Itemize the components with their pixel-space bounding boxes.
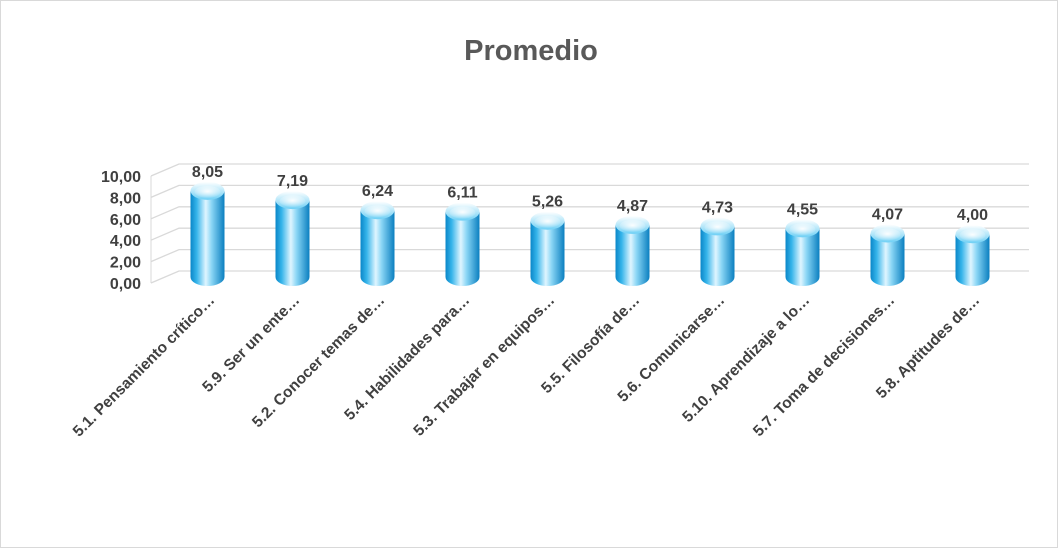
data-labels: 8,05 7,19 6,24 6,11 5,26 4,87 4,73 4,55 4,07 4,00 (192, 164, 988, 224)
y-tick-label: 0,00 (110, 276, 141, 293)
gridline (150, 206, 1029, 220)
bar-body (445, 211, 480, 286)
y-tick-label: 10,00 (101, 169, 141, 186)
bar (870, 224, 905, 286)
bar-cap-shine (959, 229, 986, 242)
data-label: 5,26 (532, 194, 563, 211)
gridline (150, 248, 1029, 263)
category-label: 5.3. Trabajar en equipos… (410, 292, 558, 440)
bar-body (190, 190, 225, 286)
data-label: 6,24 (362, 183, 393, 200)
bar (190, 181, 225, 286)
data-label: 7,19 (277, 173, 308, 190)
bar-body (530, 220, 565, 286)
bar (785, 219, 820, 286)
y-tick-label: 6,00 (110, 212, 141, 229)
bar-cap-shine (194, 185, 221, 198)
data-label: 4,07 (872, 206, 903, 223)
bar (275, 191, 310, 286)
bar-cap-shine (449, 206, 476, 219)
bar (360, 201, 395, 286)
bar (615, 215, 650, 286)
bar-body (700, 226, 735, 286)
data-label: 6,11 (447, 185, 477, 202)
data-label: 4,73 (702, 199, 733, 216)
gridline (150, 270, 1029, 284)
bar-body (275, 200, 310, 286)
y-tick-label: 4,00 (110, 233, 141, 250)
category-label: 5.7. Toma de decisiones… (750, 292, 898, 440)
bar-cap-shine (534, 215, 561, 228)
data-label: 4,87 (617, 198, 648, 215)
chart-title: Promedio (464, 35, 598, 67)
bar-cap-shine (789, 223, 816, 236)
bar-cap-shine (874, 228, 901, 241)
bar (700, 217, 735, 286)
y-tick-label: 8,00 (110, 190, 141, 207)
gridline (150, 163, 1029, 177)
gridline (150, 184, 1029, 198)
gridline (150, 227, 1029, 241)
bars (190, 181, 990, 286)
bar-cap-shine (279, 195, 306, 208)
bar-cap-shine (619, 219, 646, 232)
bar (955, 225, 990, 286)
data-label: 8,05 (192, 164, 223, 181)
data-label: 4,00 (957, 207, 988, 224)
bar-body (615, 224, 650, 286)
bar (530, 211, 565, 286)
y-tick-label: 2,00 (110, 255, 141, 272)
gridlines (150, 163, 1029, 284)
bar (445, 202, 480, 286)
category-labels: 5.1. Pensamiento crítico…5.9. Ser un ent… (70, 292, 983, 440)
bar-cap-shine (704, 221, 731, 234)
bar-body (955, 234, 990, 286)
bar-cap-shine (364, 205, 391, 218)
bar-body (360, 210, 395, 286)
category-label: 5.1. Pensamiento crítico… (70, 292, 218, 440)
y-axis-ticks: 0,00 2,00 4,00 6,00 8,00 10,00 (101, 169, 141, 293)
bar-body (870, 233, 905, 286)
bar-body (785, 228, 820, 286)
data-label: 4,55 (787, 201, 818, 218)
